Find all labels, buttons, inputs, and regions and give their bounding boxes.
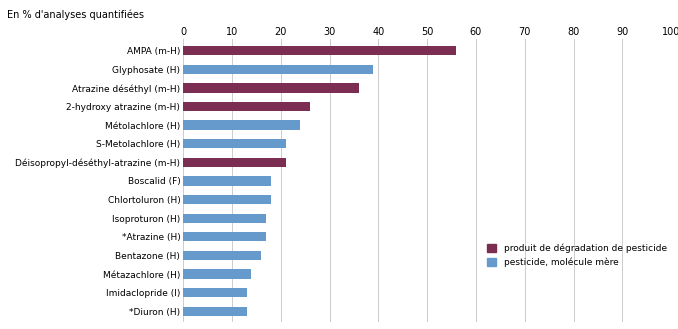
Bar bbox=[183, 83, 359, 92]
Bar bbox=[183, 288, 247, 297]
Bar bbox=[183, 307, 247, 316]
Bar bbox=[183, 176, 271, 186]
Text: En % d'analyses quantifiées: En % d'analyses quantifiées bbox=[7, 10, 144, 20]
Bar bbox=[183, 102, 310, 111]
Bar bbox=[183, 251, 261, 260]
Legend: produit de dégradation de pesticide, pesticide, molécule mère: produit de dégradation de pesticide, pes… bbox=[487, 243, 666, 267]
Bar bbox=[183, 195, 271, 204]
Bar bbox=[183, 232, 266, 241]
Bar bbox=[183, 158, 285, 167]
Bar bbox=[183, 139, 285, 148]
Bar bbox=[183, 120, 300, 130]
Bar bbox=[183, 64, 374, 74]
Bar bbox=[183, 269, 252, 279]
Bar bbox=[183, 46, 456, 55]
Bar bbox=[183, 214, 266, 223]
